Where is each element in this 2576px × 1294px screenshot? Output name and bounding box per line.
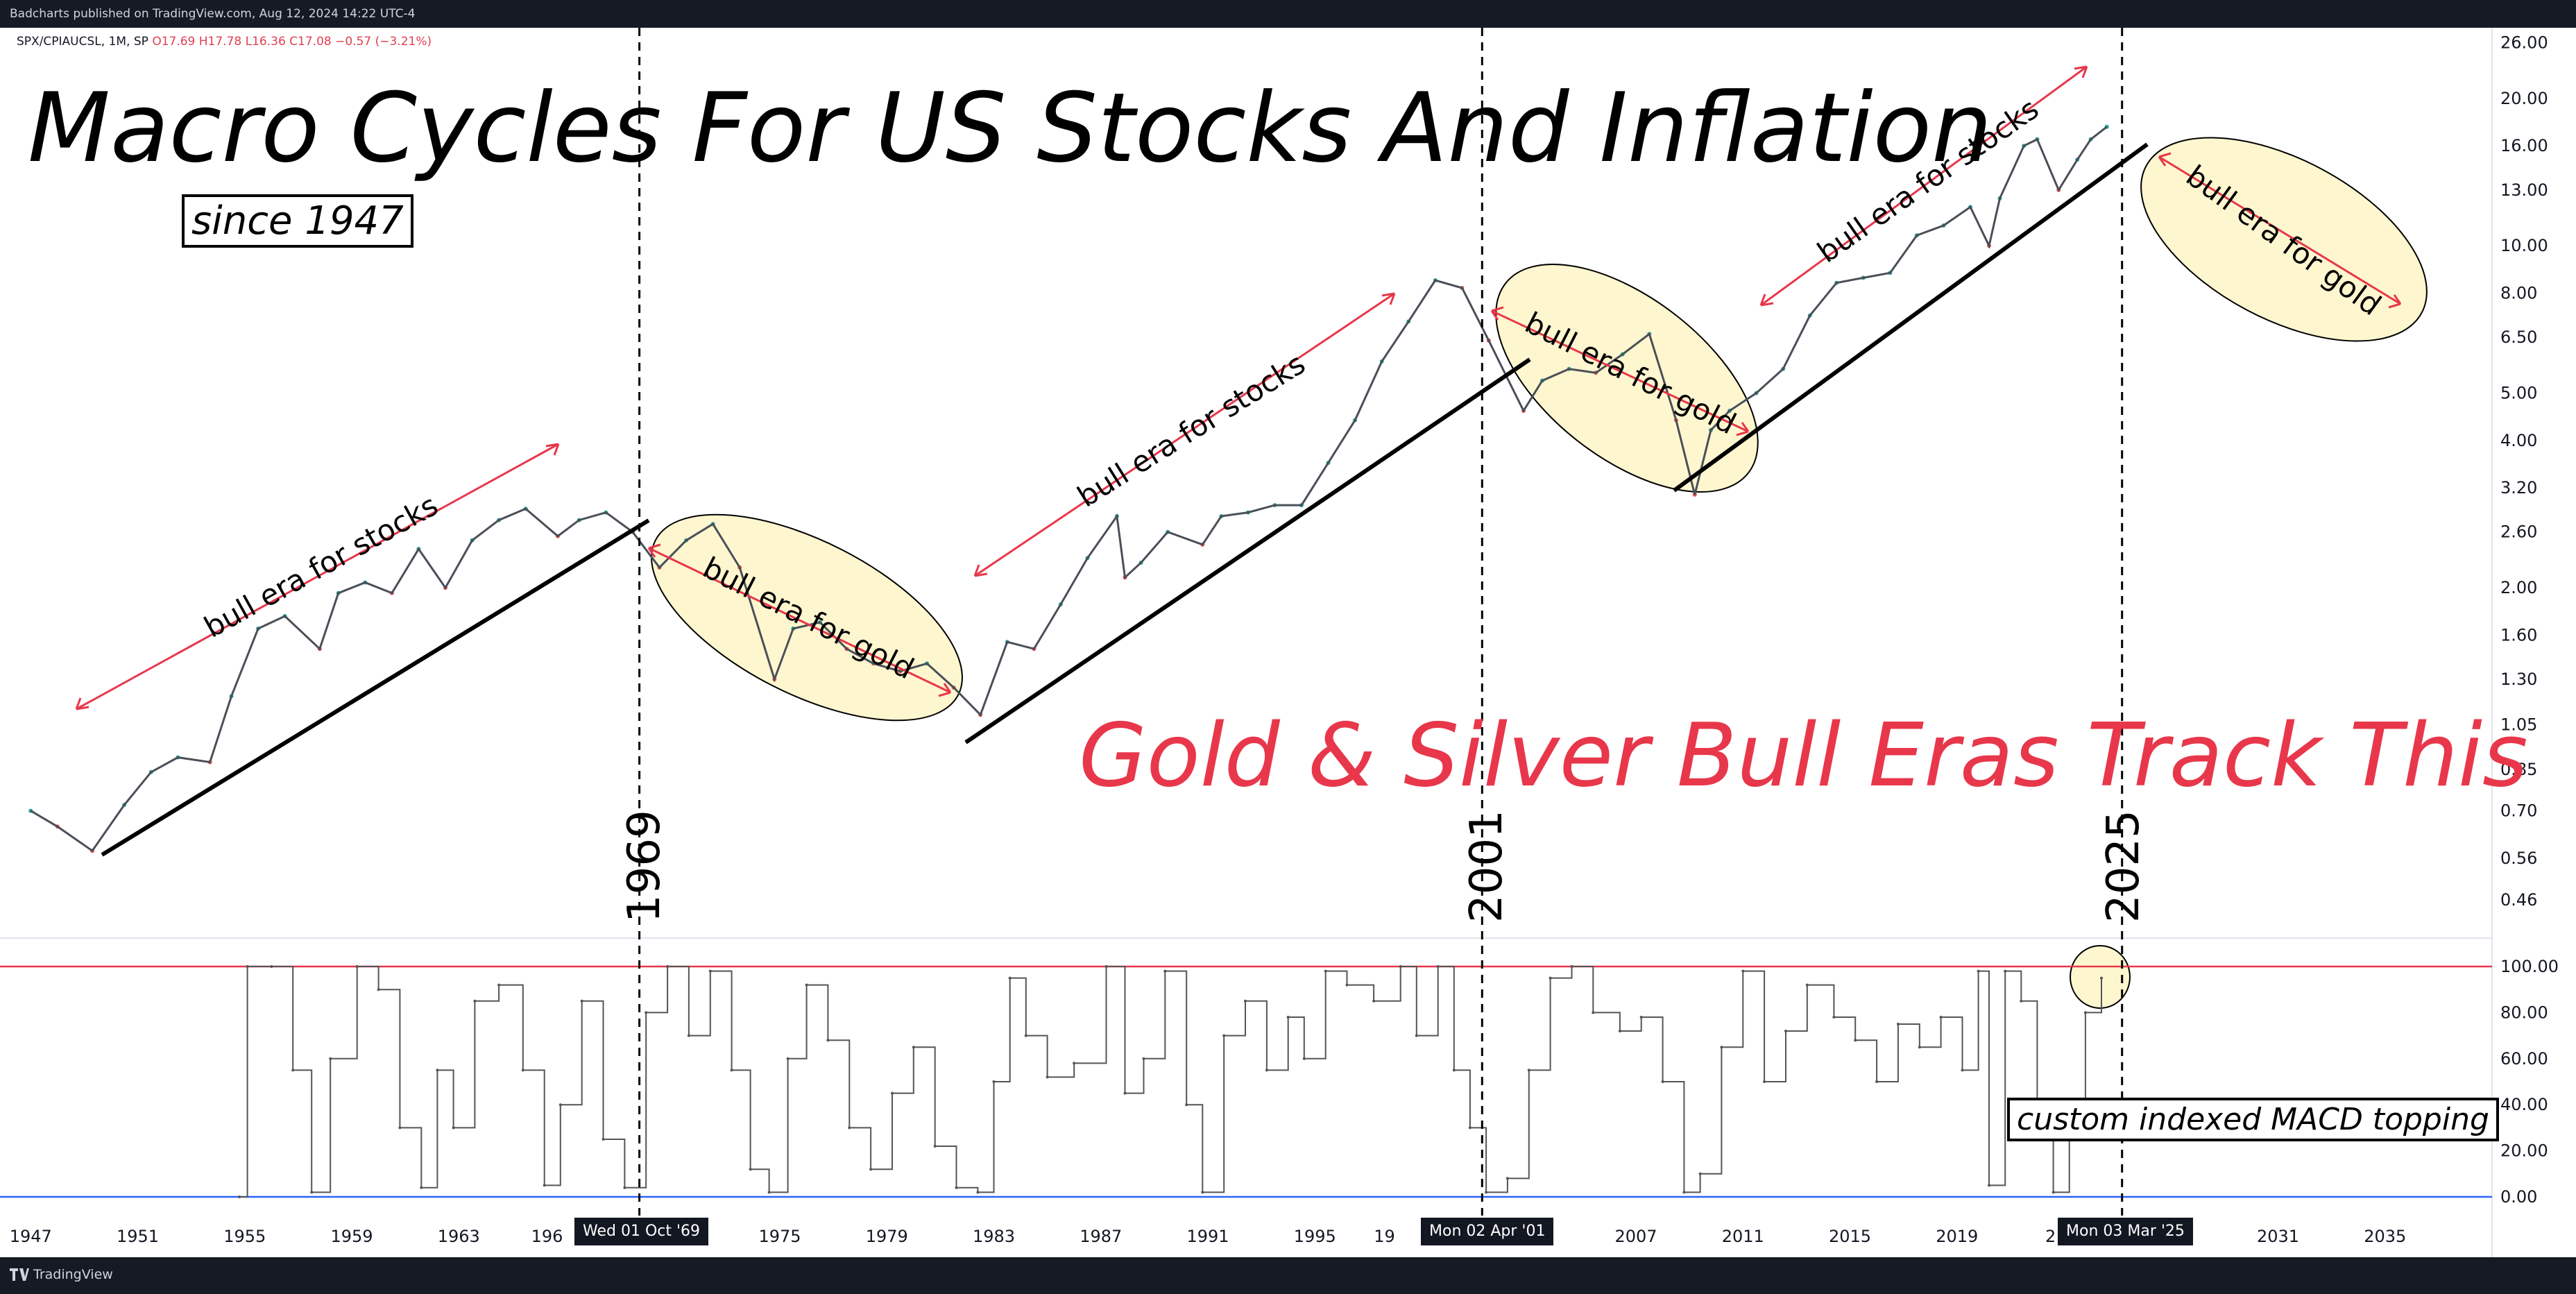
chart-canvas[interactable]: 0.46 0.56 0.70 0.85 1.05 1.30 1.60 2.00 2.60 3.20… <box>0 28 2576 1257</box>
price-tick-label[interactable]: 16.00 <box>2500 136 2548 155</box>
time-tick-label[interactable]: 1963 <box>438 1227 480 1246</box>
time-tick-label[interactable]: 2031 <box>2257 1227 2299 1246</box>
publisher-line: Badcharts published on TradingView.com, … <box>10 7 416 21</box>
chart-title: Macro Cycles For US Stocks And Inflation <box>28 72 1993 184</box>
time-tick-label[interactable]: 1947 <box>10 1227 52 1246</box>
price-tick-label[interactable]: 0.56 <box>2500 849 2537 868</box>
price-series-line <box>30 126 2108 853</box>
macd-tick-label[interactable]: 60.00 <box>2500 1049 2548 1069</box>
trendline-1949-1969 <box>101 518 650 857</box>
time-tick-label[interactable]: 2011 <box>1722 1227 1764 1246</box>
arrow-gold-1970s <box>647 543 952 697</box>
arrow-stocks-1982-2001 <box>973 292 1396 577</box>
macd-top-circle <box>2070 945 2131 1009</box>
time-tick-label[interactable]: 1959 <box>330 1227 373 1246</box>
price-tick-label[interactable]: 3.20 <box>2500 478 2537 497</box>
time-tick-label[interactable]: 19 <box>1374 1227 1395 1246</box>
footer-brand[interactable]: TradingView <box>33 1267 113 1282</box>
macd-tick-label[interactable]: 0.00 <box>2500 1187 2537 1207</box>
time-tick-label[interactable]: 2 <box>2045 1227 2056 1246</box>
time-tick-label[interactable]: 1995 <box>1294 1227 1336 1246</box>
price-tick-label[interactable]: 4.00 <box>2500 431 2537 450</box>
price-tick-label[interactable]: 20.00 <box>2500 89 2548 108</box>
year-label-2025: 2025 <box>2098 810 2149 923</box>
symbol-legend[interactable]: SPX/CPIAUCSL, 1M, SP O17.69 H17.78 L16.3… <box>17 35 432 49</box>
time-tick-label[interactable]: 1951 <box>117 1227 159 1246</box>
price-tick-label[interactable]: 13.00 <box>2500 180 2548 200</box>
price-tick-label[interactable]: 26.00 <box>2500 33 2548 53</box>
date-label-2025: Mon 03 Mar '25 <box>2058 1218 2193 1245</box>
arrow-stocks-1947-1969 <box>75 443 560 710</box>
price-tick-label[interactable]: 2.60 <box>2500 522 2537 542</box>
arrow-gold-2025 <box>2158 152 2402 309</box>
macd-tick-label[interactable]: 100.00 <box>2500 957 2559 976</box>
date-label-2001: Mon 02 Apr '01 <box>1421 1218 1554 1245</box>
price-tick-label[interactable]: 0.46 <box>2500 890 2537 910</box>
trendline-1982-2001 <box>964 357 1531 744</box>
year-label-2001: 2001 <box>1461 810 1512 923</box>
time-tick-label[interactable]: 2007 <box>1614 1227 1657 1246</box>
price-tick-label[interactable]: 2.00 <box>2500 578 2537 597</box>
arrow-gold-2000s <box>1490 306 1750 436</box>
trendlines <box>101 142 2149 857</box>
symbol-name[interactable]: SPX/CPIAUCSL, 1M, SP <box>17 35 148 49</box>
price-tick-label[interactable]: 1.60 <box>2500 625 2537 645</box>
time-tick-label[interactable]: 1979 <box>866 1227 908 1246</box>
published-header: Badcharts published on TradingView.com, … <box>0 0 2576 28</box>
time-tick-label[interactable]: 1975 <box>758 1227 801 1246</box>
macd-tick-label[interactable]: 40.00 <box>2500 1095 2548 1114</box>
gold-silver-headline: Gold & Silver Bull Eras Track This <box>1079 704 2528 806</box>
time-tick-label[interactable]: 2015 <box>1829 1227 1871 1246</box>
price-tick-label[interactable]: 1.05 <box>2500 715 2537 734</box>
price-tick-label[interactable]: 5.00 <box>2500 384 2537 403</box>
tradingview-logo-icon <box>10 1268 29 1281</box>
since-label: since 1947 <box>182 194 413 248</box>
time-tick-label[interactable]: 1983 <box>973 1227 1015 1246</box>
price-tick-label[interactable]: 8.00 <box>2500 284 2537 303</box>
time-tick-label[interactable]: 2035 <box>2364 1227 2406 1246</box>
macd-tick-label[interactable]: 80.00 <box>2500 1003 2548 1022</box>
time-tick-label[interactable]: 2019 <box>1936 1227 1978 1246</box>
price-tick-label[interactable]: 0.85 <box>2500 760 2537 779</box>
footer-bar: TradingView <box>0 1257 2576 1294</box>
macd-series-line <box>239 966 2102 1198</box>
gold-era-ellipse-1970s <box>651 513 963 722</box>
price-tick-label[interactable]: 0.70 <box>2500 801 2537 821</box>
ohlc-values: O17.69 H17.78 L16.36 C17.08 −0.57 (−3.21… <box>152 35 432 49</box>
price-tick-label[interactable]: 1.30 <box>2500 670 2537 689</box>
time-tick-label[interactable]: 1987 <box>1080 1227 1122 1246</box>
macd-topping-note: custom indexed MACD topping <box>2007 1098 2499 1141</box>
year-label-1969: 1969 <box>619 810 670 923</box>
trendline-2009-2025 <box>1673 142 2149 493</box>
time-tick-label[interactable]: 196 <box>531 1227 563 1246</box>
time-tick-label[interactable]: 1991 <box>1186 1227 1229 1246</box>
arrow-stocks-2009-2025 <box>1759 65 2088 307</box>
time-axis[interactable]: 1947 1951 1955 1959 1963 196 1975 1979 1983 1987 1… <box>10 1227 2407 1246</box>
price-tick-label[interactable]: 10.00 <box>2500 236 2548 255</box>
date-label-1969: Wed 01 Oct '69 <box>574 1218 709 1245</box>
gold-era-ellipse-2000s <box>1495 264 1759 493</box>
macd-tick-label[interactable]: 20.00 <box>2500 1141 2548 1161</box>
era-arrows <box>75 65 2402 710</box>
time-tick-label[interactable]: 1955 <box>223 1227 266 1246</box>
price-tick-label[interactable]: 6.50 <box>2500 327 2537 347</box>
